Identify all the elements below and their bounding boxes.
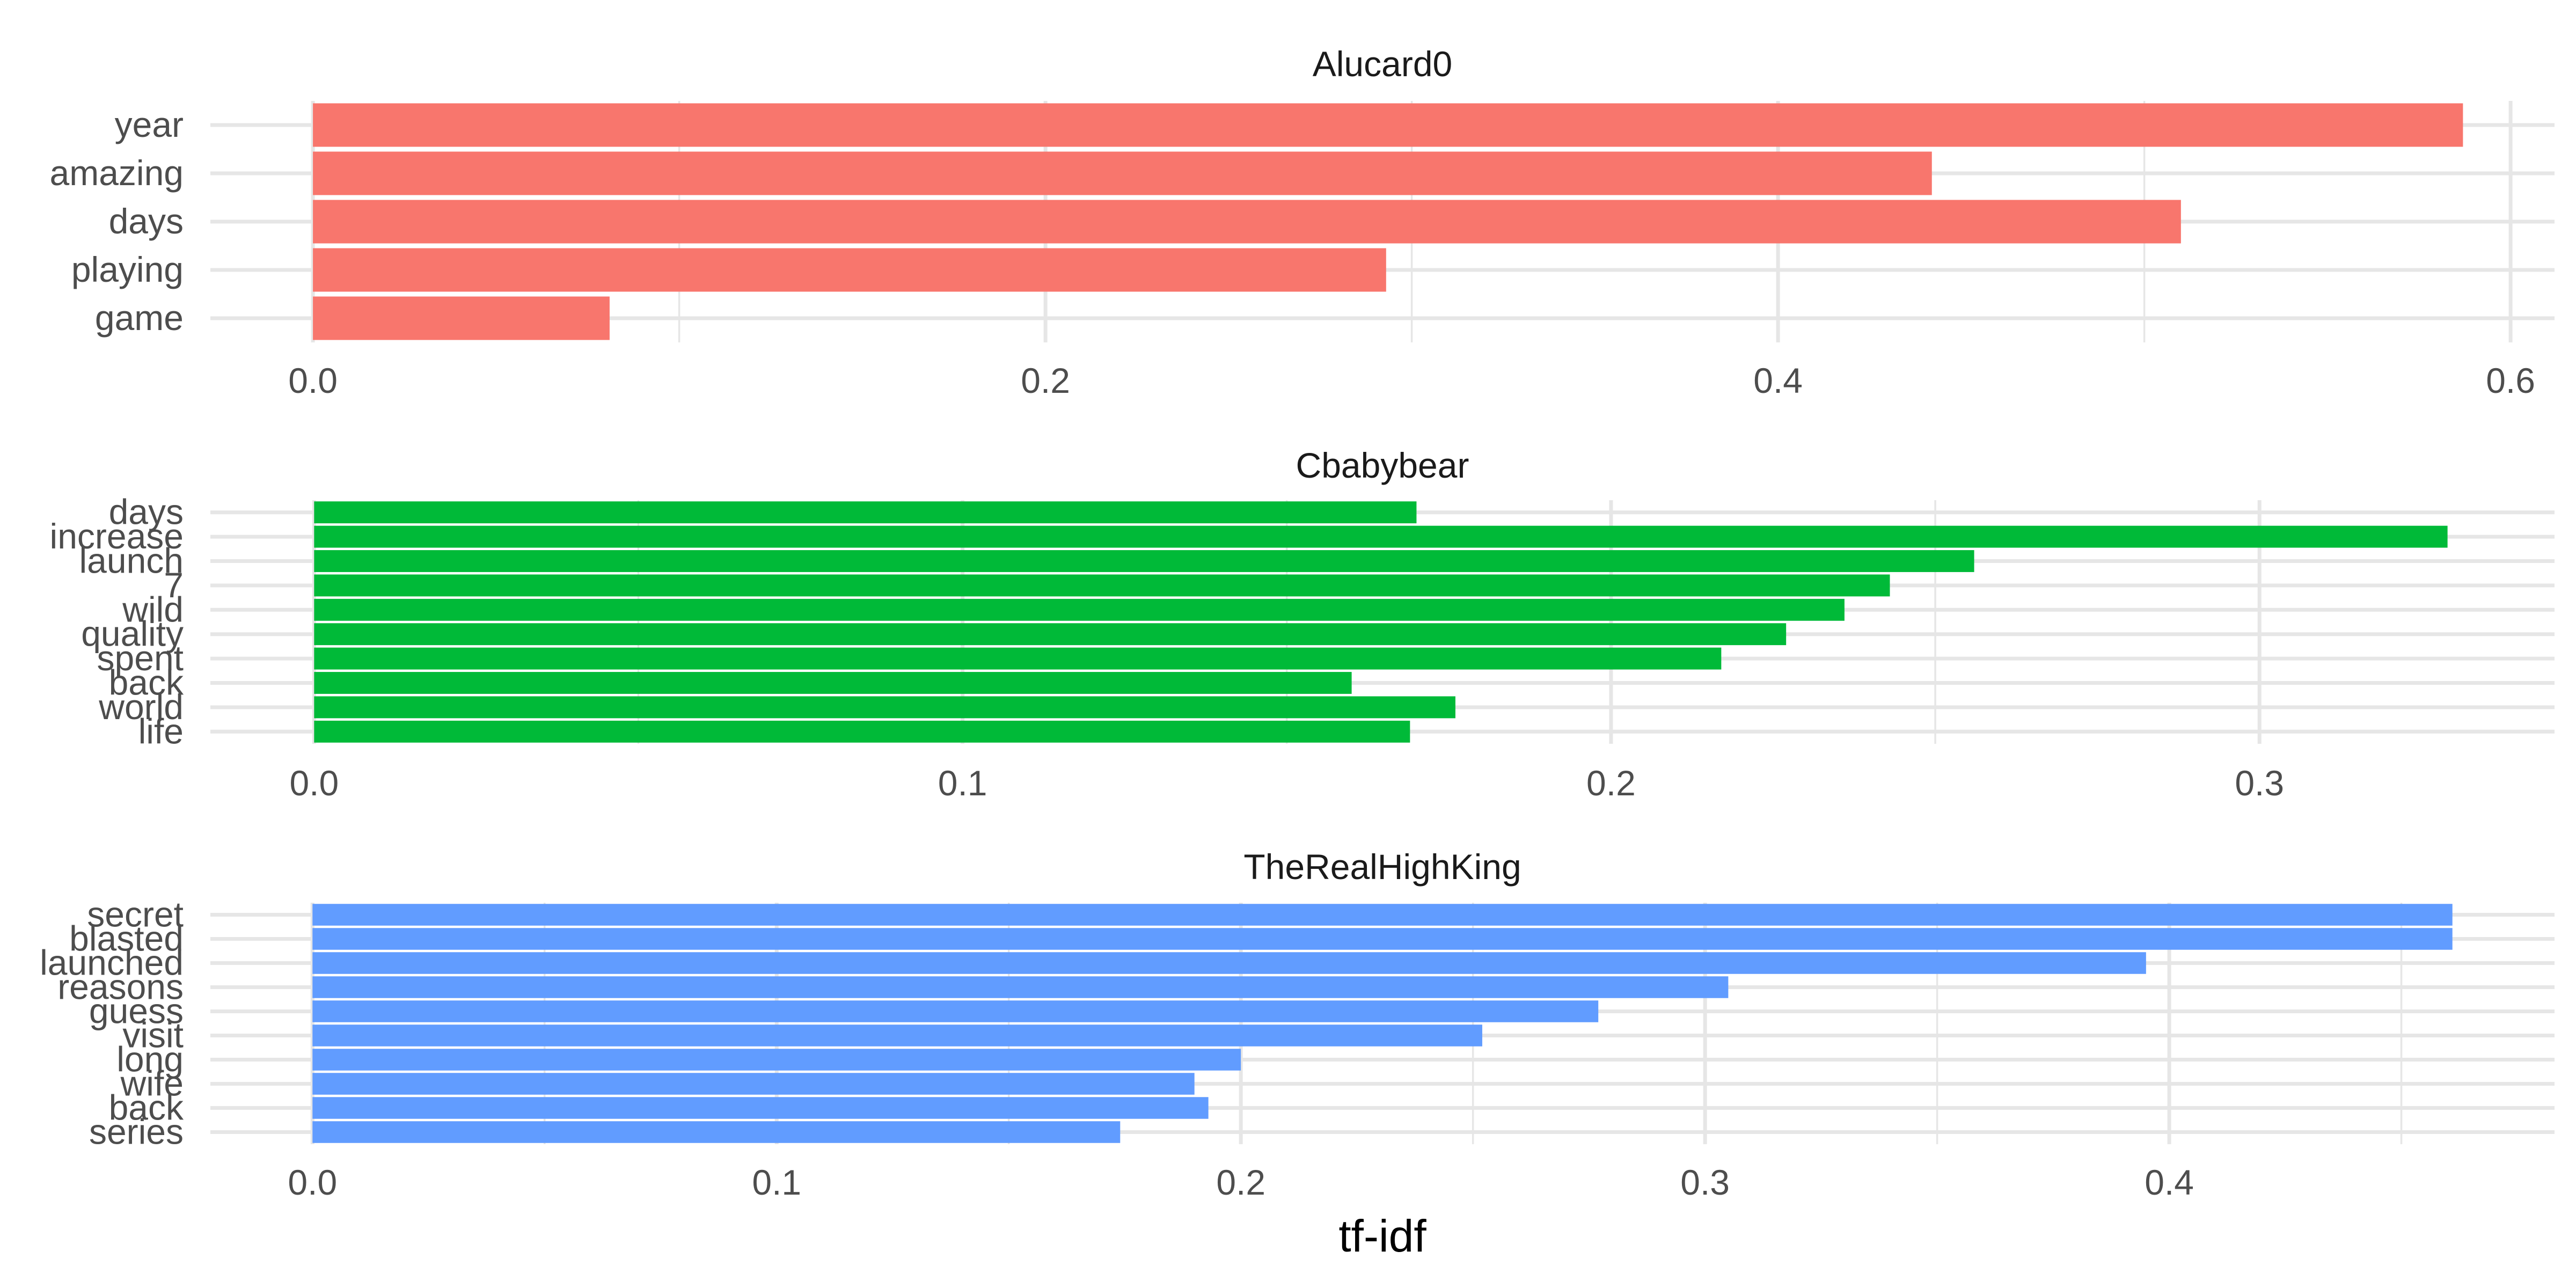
x-tick-label: 0.3 (2235, 763, 2284, 803)
x-tick-label: 0.1 (938, 763, 987, 803)
category-label: guess (89, 991, 184, 1031)
category-label: back (109, 663, 184, 702)
x-tick-label: 0.6 (2486, 361, 2535, 400)
category-label: blasted (69, 919, 184, 958)
bar (313, 200, 2181, 244)
bar (314, 720, 1410, 743)
category-label: spent (97, 638, 184, 678)
category-label: quality (81, 614, 184, 654)
category-label: life (138, 711, 184, 751)
bar (312, 1049, 1241, 1071)
category-label: days (109, 201, 184, 241)
bar (314, 696, 1455, 719)
category-label: reasons (57, 967, 184, 1007)
bar (312, 1000, 1599, 1022)
category-label: launched (40, 943, 184, 983)
category-label: launch (79, 541, 184, 581)
x-tick-label: 0.0 (288, 1162, 337, 1202)
category-label: wild (122, 589, 184, 629)
bar (313, 103, 2463, 147)
category-label: visit (122, 1015, 184, 1055)
category-label: amazing (50, 153, 184, 193)
bar (314, 550, 1974, 572)
bar (313, 248, 1386, 292)
bar (312, 928, 2453, 950)
bar (312, 1121, 1121, 1143)
bar (312, 952, 2146, 974)
bar (314, 598, 1845, 621)
bar (312, 1097, 1209, 1119)
bars (314, 501, 2448, 743)
bar (312, 904, 2453, 926)
x-tick-label: 0.4 (2145, 1162, 2194, 1202)
bar (312, 976, 1729, 998)
x-tick-label: 0.2 (1021, 361, 1070, 400)
x-tick-label: 0.4 (1753, 361, 1803, 400)
bar (314, 501, 1417, 524)
bar (314, 574, 1890, 597)
category-label: secret (87, 895, 184, 934)
x-tick-label: 0.2 (1216, 1162, 1265, 1202)
x-tick-label: 0.1 (752, 1162, 801, 1202)
bars (313, 103, 2463, 340)
category-labels: year amazing days playing game (50, 105, 184, 338)
bar (312, 1073, 1195, 1095)
category-label: series (89, 1112, 184, 1152)
category-label: game (95, 298, 184, 338)
bar (314, 623, 1787, 646)
category-label: wife (120, 1064, 184, 1103)
x-tick-labels: 0.0 0.2 0.4 0.6 (288, 361, 2535, 400)
category-label: increase (50, 516, 184, 556)
bar (313, 151, 1932, 195)
panel-therealhighking: TheRealHighKing secretblastedlaunchedrea… (40, 847, 2555, 1202)
panel-title: Alucard0 (1313, 44, 1453, 84)
bar (314, 672, 1352, 694)
category-label: world (98, 687, 184, 727)
panel-title: TheRealHighKing (1243, 847, 1521, 887)
x-tick-label: 0.0 (289, 763, 339, 803)
category-label: long (116, 1040, 184, 1079)
category-label: year (115, 105, 184, 144)
category-labels: secretblastedlaunchedreasonsguessvisitlo… (40, 895, 184, 1152)
x-tick-label: 0.3 (1680, 1162, 1730, 1202)
bar (314, 647, 1722, 670)
bars (312, 904, 2453, 1143)
x-tick-label: 0.0 (288, 361, 338, 400)
x-axis-title: tf-idf (1338, 1211, 1426, 1261)
category-label: 7 (164, 565, 184, 605)
panel-cbabybear: Cbabybear daysincreaselaunch7wildquality… (50, 445, 2555, 803)
bar (314, 525, 2448, 548)
category-label: playing (71, 250, 184, 289)
x-tick-label: 0.2 (1586, 763, 1636, 803)
x-tick-labels: 0.0 0.1 0.2 0.3 0.4 (288, 1162, 2194, 1202)
category-labels: daysincreaselaunch7wildqualityspentbackw… (50, 492, 184, 751)
category-label: days (109, 492, 184, 532)
bar (312, 1024, 1482, 1046)
x-tick-labels: 0.0 0.1 0.2 0.3 (289, 763, 2284, 803)
panel-title: Cbabybear (1296, 445, 1469, 485)
bar (313, 296, 610, 340)
category-label: back (109, 1088, 184, 1128)
